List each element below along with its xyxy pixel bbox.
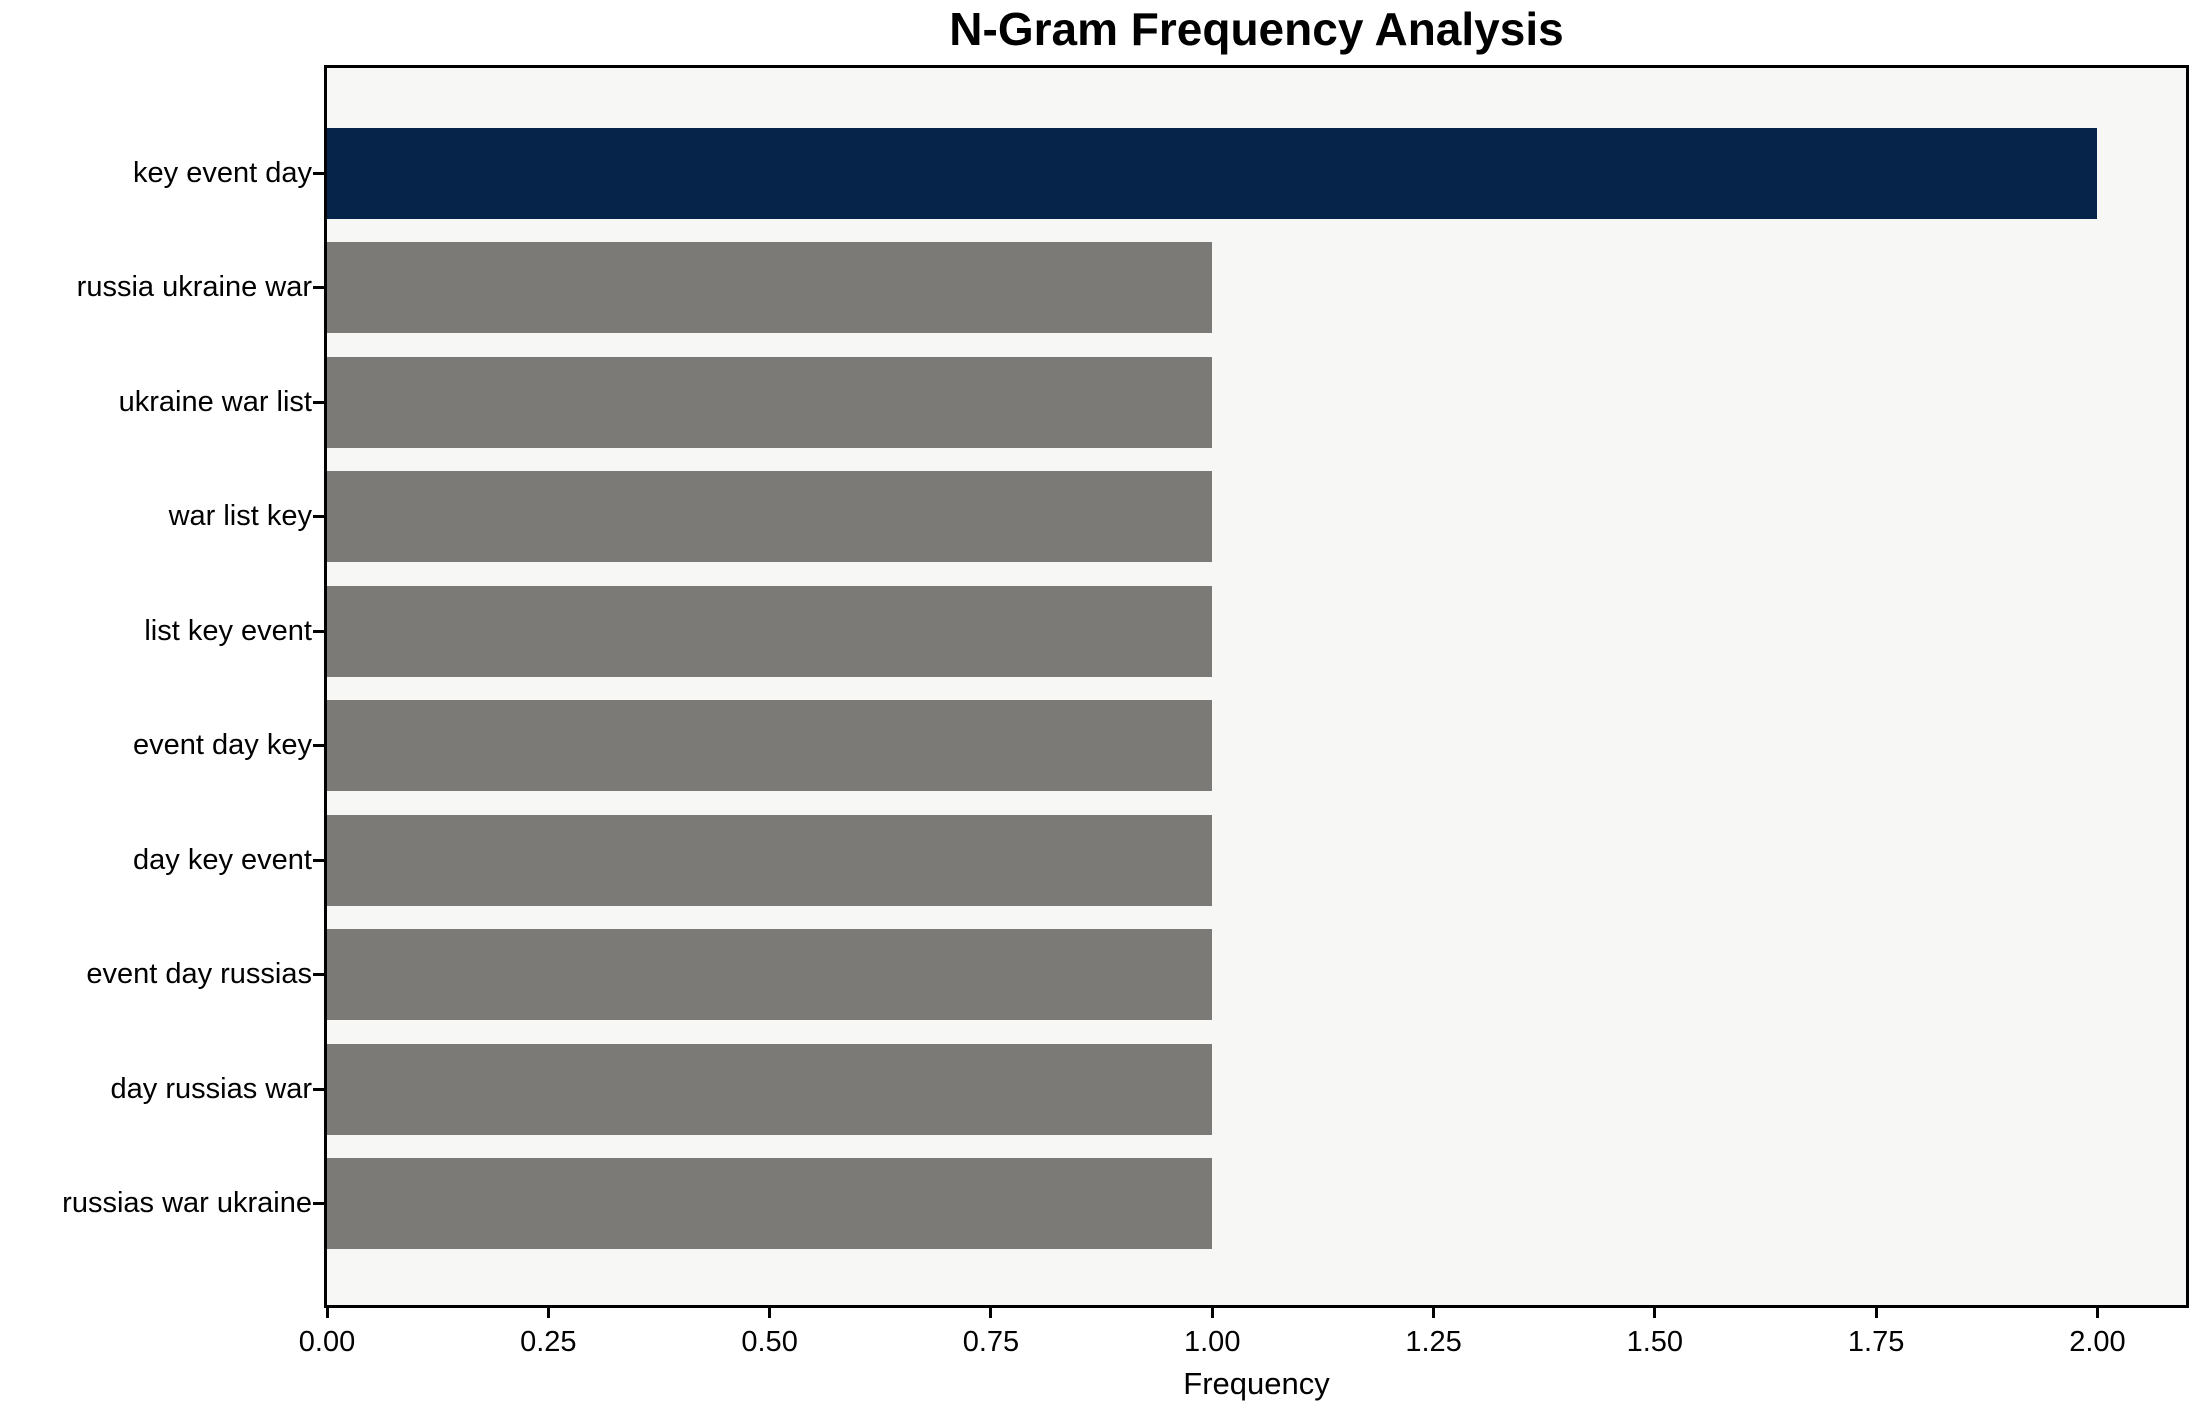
x-tick-mark (989, 1305, 993, 1318)
y-tick-mark (313, 286, 324, 290)
x-tick-label: 1.00 (1184, 1326, 1241, 1358)
x-tick-mark (1210, 1305, 1214, 1318)
y-tick-mark (313, 744, 324, 748)
y-tick-label: day russias war (110, 1072, 312, 1105)
bar (327, 1043, 1213, 1135)
bar (327, 127, 2098, 219)
y-tick-mark (313, 515, 324, 519)
y-tick-label: list key event (144, 614, 312, 647)
y-tick-label: day key event (133, 843, 312, 876)
y-tick-mark (313, 629, 324, 633)
y-tick-mark (313, 858, 324, 862)
x-tick-mark (546, 1305, 550, 1318)
x-tick-label: 0.25 (520, 1326, 577, 1358)
y-tick-mark (313, 1202, 324, 1206)
bar (327, 814, 1213, 906)
bar (327, 242, 1213, 334)
bar (327, 356, 1213, 448)
bar (327, 471, 1213, 563)
plot-area (327, 68, 2186, 1305)
bar (327, 929, 1213, 1021)
x-tick-mark (1432, 1305, 1436, 1318)
bar (327, 1158, 1213, 1250)
x-tick-label: 0.00 (298, 1326, 356, 1358)
y-tick-mark (313, 171, 324, 175)
y-tick-label: war list key (168, 500, 312, 533)
x-tick-mark (768, 1305, 772, 1318)
y-tick-mark (313, 400, 324, 404)
x-tick-label: 1.25 (1405, 1326, 1462, 1358)
y-tick-label: russia ukraine war (76, 271, 312, 304)
y-tick-label: key event day (133, 156, 312, 189)
x-tick-label: 1.75 (1847, 1326, 1905, 1358)
bar (327, 585, 1213, 677)
bar (327, 700, 1213, 792)
y-tick-label: russias war ukraine (62, 1187, 312, 1220)
chart-title: N-Gram Frequency Analysis (949, 3, 1564, 55)
y-tick-label: ukraine war list (118, 385, 312, 418)
x-tick-label: 2.00 (2069, 1326, 2126, 1358)
x-tick-label: 0.50 (741, 1326, 798, 1358)
y-tick-label: event day russias (86, 958, 312, 991)
x-tick-label: 0.75 (962, 1326, 1020, 1358)
x-tick-mark (2095, 1305, 2099, 1318)
x-tick-mark (1874, 1305, 1878, 1318)
x-tick-label: 1.50 (1626, 1326, 1684, 1358)
x-tick-mark (325, 1305, 329, 1318)
y-tick-label: event day key (133, 729, 312, 762)
y-tick-mark (313, 973, 324, 977)
x-axis-label: Frequency (1183, 1366, 1330, 1401)
x-tick-mark (1653, 1305, 1657, 1318)
y-tick-mark (313, 1087, 324, 1091)
